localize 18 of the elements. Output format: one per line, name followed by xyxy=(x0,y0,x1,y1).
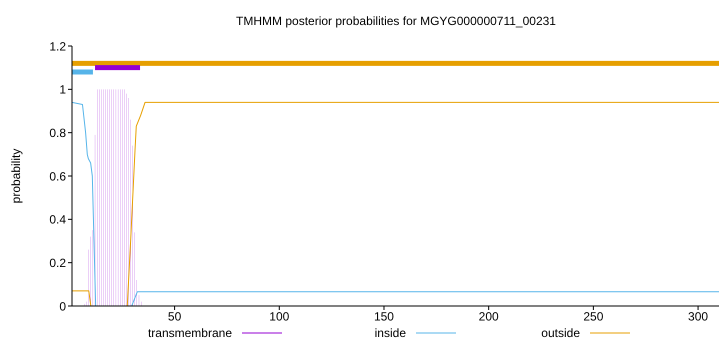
y-axis-title: probability xyxy=(9,148,23,204)
y-tick-label: 0.8 xyxy=(49,126,66,140)
x-tick-label: 200 xyxy=(478,310,500,324)
y-tick-label: 1.2 xyxy=(49,39,66,54)
legend-label: transmembrane xyxy=(148,326,232,340)
y-tick-label: 0.6 xyxy=(49,169,66,184)
x-tick-label: 150 xyxy=(374,310,394,324)
y-tick-label: 0.2 xyxy=(49,256,66,270)
x-tick-label: 300 xyxy=(688,310,708,324)
y-tick-label: 0 xyxy=(59,299,66,314)
y-tick-label: 0.4 xyxy=(49,212,66,227)
x-tick-label: 250 xyxy=(583,310,604,324)
x-tick-label: 50 xyxy=(168,310,182,324)
x-tick-label: 100 xyxy=(269,310,290,324)
chart-title: TMHMM posterior probabilities for MGYG000000711_00231 xyxy=(235,14,557,28)
y-tick-label: 1 xyxy=(59,82,66,97)
legend-label: inside xyxy=(374,326,406,340)
legend-label: outside xyxy=(541,326,580,340)
